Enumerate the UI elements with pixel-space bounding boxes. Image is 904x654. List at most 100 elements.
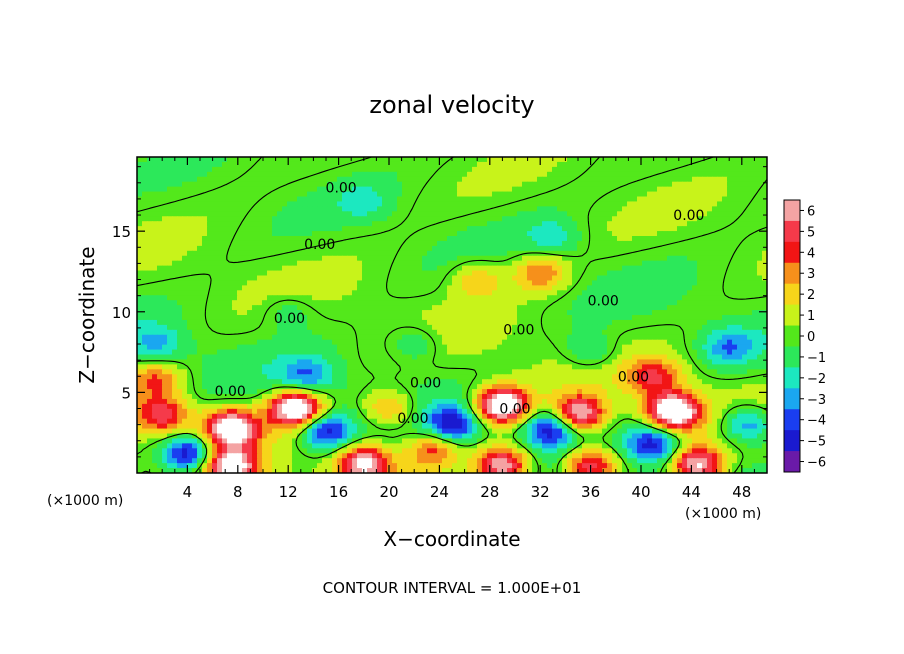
field-cell bbox=[292, 250, 298, 257]
field-cell bbox=[487, 176, 493, 183]
field-cell bbox=[502, 250, 508, 257]
field-cell bbox=[472, 181, 478, 188]
field-cell bbox=[702, 275, 708, 282]
field-cell bbox=[332, 176, 338, 183]
field-cell bbox=[592, 240, 598, 247]
field-cell bbox=[642, 344, 648, 351]
field-cell bbox=[492, 255, 498, 262]
field-cell bbox=[677, 255, 683, 262]
field-cell bbox=[367, 310, 373, 316]
field-cell bbox=[282, 201, 288, 207]
field-cell bbox=[702, 290, 708, 296]
field-cell bbox=[317, 191, 323, 198]
field-cell bbox=[612, 216, 618, 222]
field-cell bbox=[692, 216, 698, 222]
field-cell bbox=[152, 206, 158, 212]
field-cell bbox=[612, 245, 618, 252]
field-cell bbox=[372, 161, 378, 168]
field-cell bbox=[267, 221, 273, 227]
field-cell bbox=[732, 310, 738, 316]
field-cell bbox=[652, 186, 658, 193]
field-cell bbox=[302, 305, 308, 311]
field-cell bbox=[147, 250, 153, 257]
field-cell bbox=[242, 260, 248, 267]
field-cell bbox=[262, 166, 268, 173]
field-cell bbox=[632, 319, 638, 326]
field-cell bbox=[237, 349, 243, 356]
field-cell bbox=[177, 231, 183, 237]
field-cell bbox=[372, 260, 378, 267]
field-cell bbox=[587, 245, 593, 252]
field-cell bbox=[242, 186, 248, 193]
field-cell bbox=[462, 191, 468, 198]
field-cell bbox=[242, 310, 248, 316]
field-cell bbox=[677, 211, 683, 217]
field-cell bbox=[462, 181, 468, 188]
field-cell bbox=[522, 319, 528, 326]
field-cell bbox=[677, 344, 683, 351]
field-cell bbox=[577, 166, 583, 173]
field-cell bbox=[562, 166, 568, 173]
field-cell bbox=[267, 319, 273, 326]
field-cell bbox=[577, 171, 583, 178]
field-cell bbox=[687, 290, 693, 296]
field-cell bbox=[507, 191, 513, 198]
field-cell bbox=[462, 310, 468, 316]
field-cell bbox=[147, 329, 153, 336]
field-cell bbox=[652, 319, 658, 326]
field-cell bbox=[437, 329, 443, 336]
field-cell bbox=[162, 245, 168, 252]
field-cell bbox=[332, 206, 338, 212]
field-cell bbox=[622, 300, 628, 306]
field-cell bbox=[157, 310, 163, 316]
field-cell bbox=[272, 305, 278, 311]
field-cell bbox=[352, 310, 358, 316]
field-cell bbox=[387, 245, 393, 252]
field-cell bbox=[447, 206, 453, 212]
field-cell bbox=[472, 265, 478, 272]
field-cell bbox=[382, 211, 388, 217]
field-cell bbox=[607, 221, 613, 227]
field-cell bbox=[137, 315, 143, 321]
field-cell bbox=[467, 186, 473, 193]
field-cell bbox=[657, 181, 663, 188]
field-cell bbox=[327, 245, 333, 252]
field-cell bbox=[757, 255, 763, 262]
field-cell bbox=[252, 344, 258, 351]
field-cell bbox=[282, 300, 288, 306]
field-cell bbox=[257, 334, 263, 341]
field-cell bbox=[557, 295, 563, 301]
field-cell bbox=[322, 166, 328, 173]
field-cell bbox=[402, 300, 408, 306]
field-cell bbox=[412, 250, 418, 257]
field-cell bbox=[297, 270, 303, 277]
field-cell bbox=[272, 201, 278, 207]
field-cell bbox=[552, 310, 558, 316]
field-cell bbox=[752, 186, 758, 193]
field-cell bbox=[427, 265, 433, 272]
field-cell bbox=[282, 157, 288, 163]
field-cell bbox=[137, 171, 143, 178]
field-cell bbox=[342, 245, 348, 252]
field-cell bbox=[617, 324, 623, 331]
field-cell bbox=[697, 221, 703, 227]
field-cell bbox=[607, 240, 613, 247]
field-cell bbox=[492, 166, 498, 173]
field-cell bbox=[272, 181, 278, 188]
field-cell bbox=[317, 344, 323, 351]
field-cell bbox=[562, 270, 568, 277]
field-cell bbox=[197, 181, 203, 188]
field-cell bbox=[562, 265, 568, 272]
field-cell bbox=[192, 231, 198, 237]
field-cell bbox=[602, 260, 608, 267]
field-cell bbox=[167, 280, 173, 286]
field-cell bbox=[657, 240, 663, 247]
field-cell bbox=[417, 324, 423, 331]
field-cell bbox=[522, 270, 528, 277]
field-cell bbox=[327, 201, 333, 207]
field-cell bbox=[357, 161, 363, 168]
field-cell bbox=[312, 166, 318, 173]
field-cell bbox=[507, 171, 513, 178]
field-cell bbox=[287, 280, 293, 286]
field-cell bbox=[617, 250, 623, 257]
